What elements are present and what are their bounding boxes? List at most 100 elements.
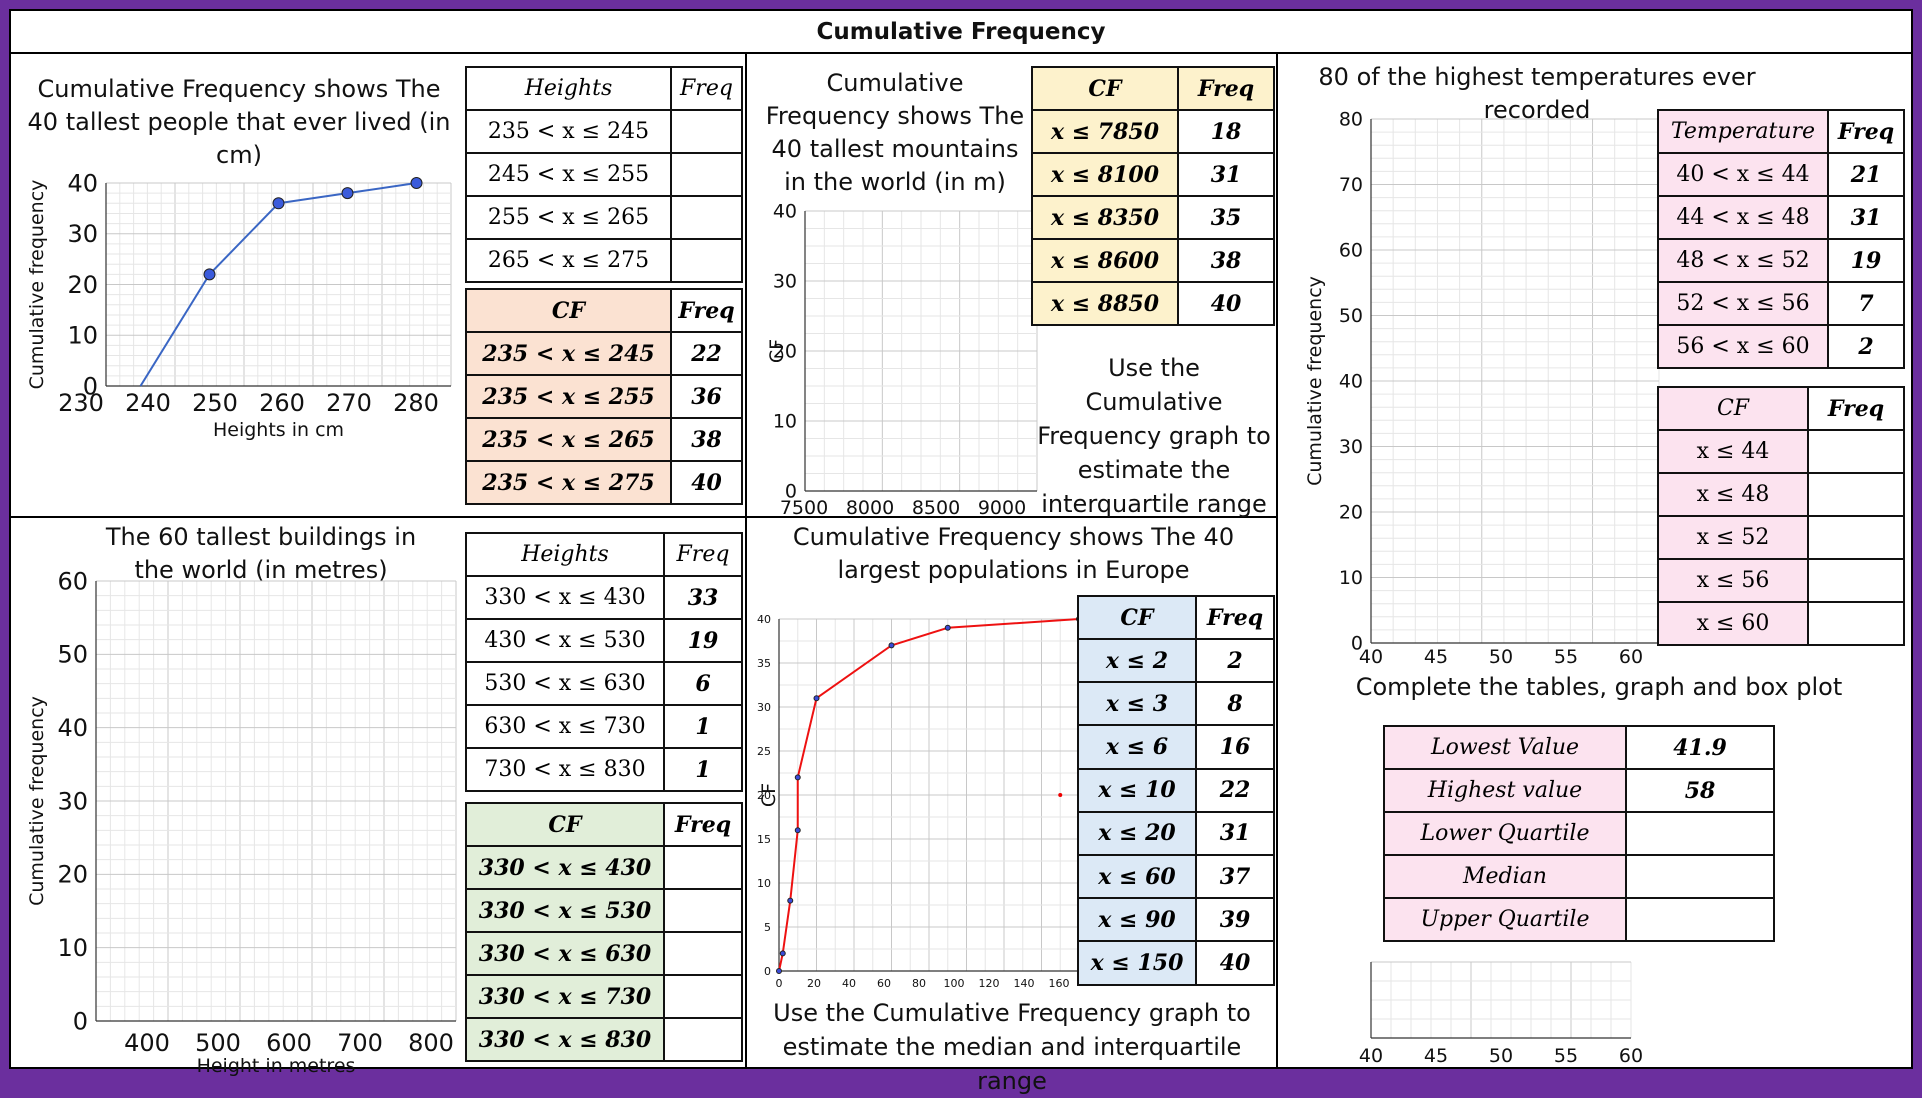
row-value: 22: [670, 331, 743, 376]
y-tick-label: 15: [757, 833, 771, 846]
row-value: [1807, 601, 1905, 646]
y-tick-label: 5: [764, 921, 771, 934]
row-value: 6: [663, 661, 743, 706]
populations-title: Cumulative Frequency shows The 40 larges…: [792, 523, 1235, 584]
row-label: x ≤ 90: [1077, 897, 1197, 943]
summary-value[interactable]: [1625, 811, 1775, 856]
row-label: x ≤ 10: [1077, 767, 1197, 813]
table-row: 235 < x ≤ 245: [465, 109, 743, 154]
x-tick-label: 9000: [978, 497, 1026, 519]
y-tick-label: 10: [57, 934, 88, 962]
mountains-chart: 7500 8000 8500 9000 0 10 20 30 40 CF: [766, 201, 1038, 519]
col-header: Temperature: [1657, 109, 1829, 154]
row-label: x ≤ 7850: [1031, 109, 1179, 154]
y-tick-label: 30: [57, 787, 88, 815]
row-value: 39: [1195, 897, 1275, 943]
table-row: x ≤ 150 40: [1077, 940, 1275, 986]
table-row: x ≤ 8100 31: [1031, 152, 1275, 197]
row-value: [663, 1017, 743, 1062]
summary-value[interactable]: 58: [1625, 768, 1775, 813]
row-label: 265 < x ≤ 275: [465, 238, 672, 283]
x-axis-label: Heights in cm: [213, 419, 344, 441]
y-tick-label: 20: [757, 789, 771, 802]
col-header: Heights: [465, 532, 665, 577]
row-value: 22: [1195, 767, 1275, 813]
row-label: 48 < x ≤ 52: [1657, 238, 1829, 283]
table-row: x ≤ 8350 35: [1031, 195, 1275, 240]
row-label: x ≤ 3: [1077, 681, 1197, 727]
summary-value[interactable]: 41.9: [1625, 725, 1775, 770]
data-point: [787, 897, 794, 904]
table-row: 235 < x ≤ 245 22: [465, 331, 743, 376]
y-tick-label: 20: [57, 861, 88, 889]
table-row: Highest value 58: [1383, 768, 1775, 813]
table-row: Lower Quartile: [1383, 811, 1775, 856]
x-tick-label: 280: [393, 389, 439, 417]
row-value: 21: [1827, 152, 1905, 197]
table-row: 730 < x ≤ 830 1: [465, 747, 743, 792]
x-tick-label: 240: [125, 389, 171, 417]
y-axis-label: CF: [766, 339, 788, 363]
row-label: x ≤ 48: [1657, 472, 1809, 517]
divider: [745, 54, 747, 1069]
y-tick-label: 0: [764, 965, 771, 978]
y-tick-label: 60: [1339, 240, 1363, 262]
x-tick-label: 700: [337, 1029, 383, 1057]
row-label: 530 < x ≤ 630: [465, 661, 665, 706]
buildings-freq-table: Heights Freq 330 < x ≤ 430 33 430 < x ≤ 530…: [465, 532, 743, 792]
row-value: 16: [1195, 724, 1275, 770]
y-tick-label: 40: [67, 169, 98, 197]
x-tick-label: 270: [326, 389, 372, 417]
temperatures-instruction: Complete the tables, graph and box plot: [1355, 673, 1843, 701]
row-label: x ≤ 56: [1657, 558, 1809, 603]
row-label: 730 < x ≤ 830: [465, 747, 665, 792]
data-point: [410, 177, 423, 189]
table-row: 330 < x ≤ 530: [465, 888, 743, 933]
table-row: 235 < x ≤ 275 40: [465, 460, 743, 505]
col-header: CF: [1657, 386, 1809, 431]
y-axis-label: Cumulative frequency: [26, 180, 48, 390]
y-tick-label: 80: [1339, 109, 1363, 131]
x-tick-label: 250: [192, 389, 238, 417]
col-header: CF: [465, 802, 665, 847]
row-label: x ≤ 44: [1657, 429, 1809, 474]
table-row: 330 < x ≤ 830: [465, 1017, 743, 1062]
boxplot-chart: 40 45 50 55 60: [1359, 961, 1643, 1067]
summary-value[interactable]: [1625, 897, 1775, 942]
row-value: 40: [1177, 281, 1275, 326]
row-value: 7: [1827, 281, 1905, 326]
row-label: 330 < x ≤ 530: [465, 888, 665, 933]
heights-cf-table: CF Freq 235 < x ≤ 245 22 235 < x ≤ 255 36 235…: [465, 288, 743, 505]
x-tick-label: 800: [408, 1029, 454, 1057]
y-tick-label: 20: [67, 271, 98, 299]
y-tick-label: 0: [785, 481, 797, 503]
table-row: Lowest Value 41.9: [1383, 725, 1775, 770]
y-axis-label: Cumulative frequency: [1304, 276, 1326, 486]
table-row: x ≤ 8850 40: [1031, 281, 1275, 326]
x-tick-label: 8000: [846, 497, 894, 519]
y-tick-label: 0: [83, 372, 98, 400]
row-value: 37: [1195, 853, 1275, 900]
row-label: 330 < x ≤ 430: [465, 575, 665, 620]
table-row: x ≤ 8600 38: [1031, 238, 1275, 283]
x-tick-label: 50: [1489, 1045, 1513, 1067]
summary-value[interactable]: [1625, 854, 1775, 899]
col-header: Freq: [663, 802, 743, 847]
table-row: Upper Quartile: [1383, 897, 1775, 942]
populations-chart: 0 20 40 60 80 100 120 140 160 0 5 10 15 20 25 30 35 40 CF: [757, 613, 1082, 990]
row-label: x ≤ 8350: [1031, 195, 1179, 240]
y-tick-label: 20: [1339, 502, 1363, 524]
mountains-cf-table: CF Freq x ≤ 7850 18 x ≤ 8100 31 x ≤ 8350 35 x ≤…: [1031, 66, 1275, 326]
row-value: 36: [670, 374, 743, 419]
table-row: 630 < x ≤ 730 1: [465, 704, 743, 749]
table-row: x ≤ 56: [1657, 558, 1905, 603]
x-tick-label: 60: [1619, 1045, 1643, 1067]
col-header: Freq: [1807, 386, 1905, 431]
y-tick-label: 70: [1339, 174, 1363, 196]
summary-label: Lowest Value: [1383, 725, 1627, 770]
mountains-instruction: Use the Cumulative Frequency graph to es…: [1037, 354, 1271, 518]
table-row: 44 < x ≤ 48 31: [1657, 195, 1905, 240]
row-label: x ≤ 150: [1077, 940, 1197, 986]
row-value: 31: [1827, 195, 1905, 240]
data-point: [944, 624, 951, 631]
